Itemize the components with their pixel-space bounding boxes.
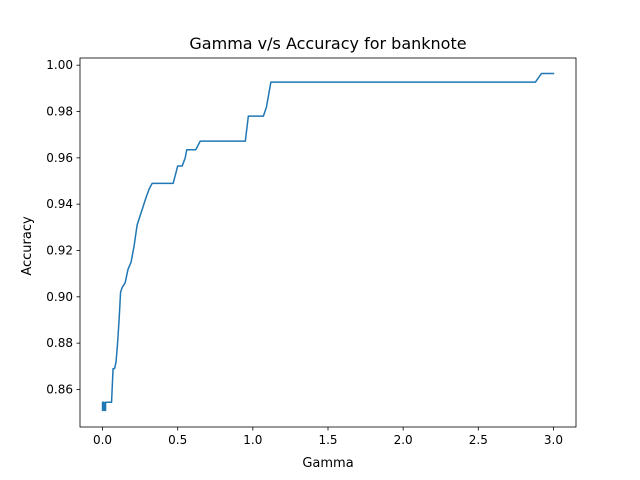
x-axis-label: Gamma <box>302 456 353 471</box>
x-tick-label: 1.5 <box>318 433 337 447</box>
chart-title: Gamma v/s Accuracy for banknote <box>189 34 466 53</box>
y-tick-label: 0.94 <box>46 197 73 211</box>
y-axis-label: Accuracy <box>20 216 35 276</box>
y-tick-label: 1.00 <box>46 58 73 72</box>
plot-frame <box>79 57 577 428</box>
plot-area: 0.0 0.5 1.0 1.5 2.0 2.5 3.0 0.86 0.88 0.90 0.92 0.9… <box>46 57 577 447</box>
y-tick-label: 0.96 <box>46 151 73 165</box>
y-tick-label: 0.98 <box>46 105 73 119</box>
x-tick-label: 1.0 <box>243 433 262 447</box>
y-tick-label: 0.86 <box>46 382 73 396</box>
x-tick-label: 2.5 <box>469 433 488 447</box>
y-tick-label: 0.90 <box>46 290 73 304</box>
y-tick-label: 0.88 <box>46 336 73 350</box>
y-tick-label: 0.92 <box>46 243 73 257</box>
x-tick-label: 0.5 <box>168 433 187 447</box>
x-tick-label: 3.0 <box>544 433 563 447</box>
x-tick-label: 0.0 <box>93 433 112 447</box>
series-line-0 <box>101 72 555 412</box>
x-tick-label: 2.0 <box>394 433 413 447</box>
